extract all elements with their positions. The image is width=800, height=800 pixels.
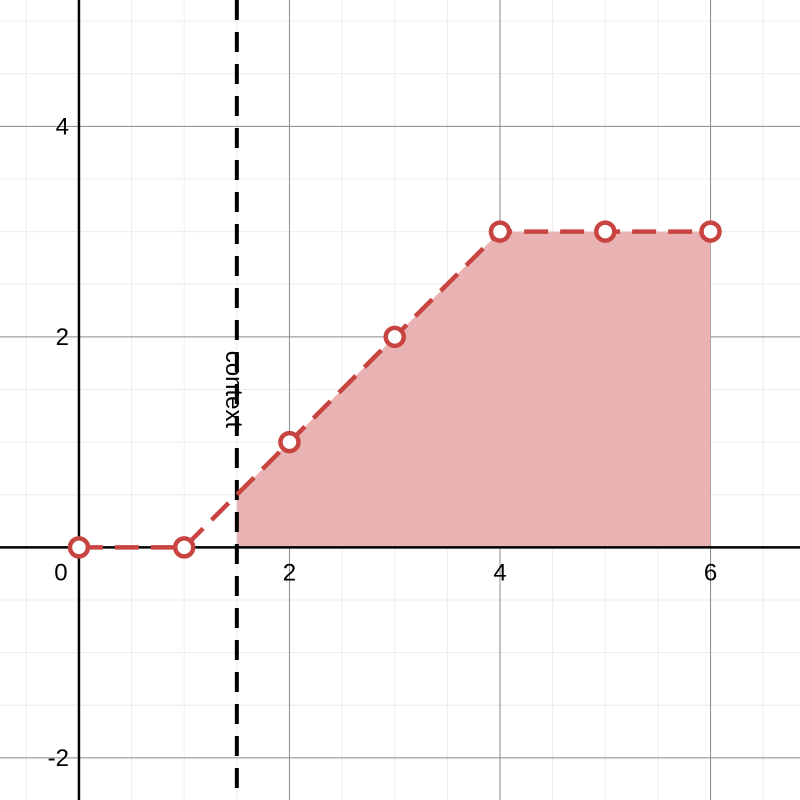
- data-point: [594, 220, 617, 243]
- x-tick-label: 4: [493, 559, 506, 586]
- x-tick-label: 0: [54, 559, 67, 586]
- data-point: [67, 536, 91, 559]
- data-point: [699, 220, 722, 243]
- y-tick-label: 4: [56, 113, 69, 140]
- context-line-label: context: [220, 351, 247, 429]
- x-tick-label: 6: [704, 559, 717, 586]
- shaded-area: [236, 231, 711, 548]
- y-tick-label: -2: [48, 745, 69, 772]
- data-point: [383, 325, 406, 349]
- y-tick-label: 2: [56, 324, 69, 351]
- data-point: [172, 536, 196, 559]
- data-point: [278, 430, 301, 454]
- x-tick-label: 2: [283, 559, 296, 586]
- data-point: [488, 220, 512, 243]
